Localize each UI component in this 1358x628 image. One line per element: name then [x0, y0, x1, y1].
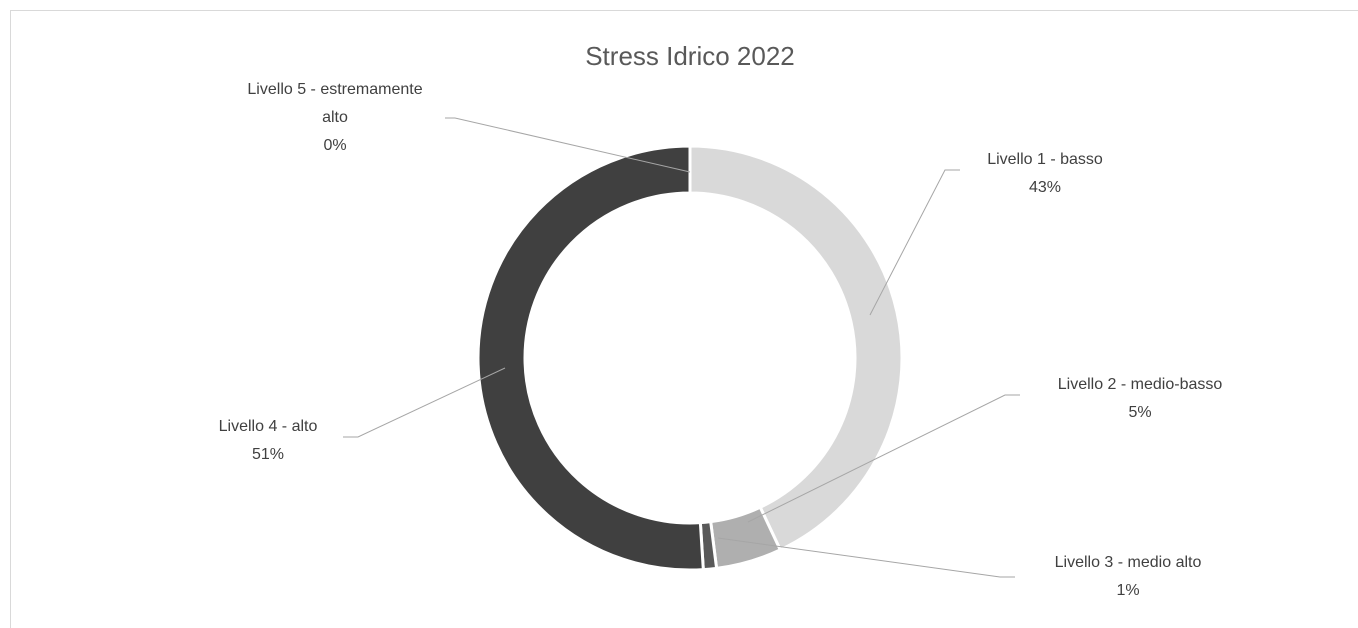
donut-slice [688, 144, 904, 552]
data-label-name: Livello 5 - estremamente alto [247, 81, 422, 126]
data-label-name: Livello 3 - medio alto [1055, 554, 1202, 571]
data-label-name: Livello 1 - basso [987, 151, 1103, 168]
label-line: alto [322, 109, 348, 126]
leader-line [343, 367, 506, 438]
label-line: Livello 5 - estremamente [247, 81, 422, 98]
data-label-value: 51% [252, 446, 284, 463]
data-label-name: Livello 4 - alto [219, 418, 318, 435]
leader-line [869, 169, 960, 316]
data-label-value: 1% [1116, 582, 1139, 599]
chart-title: Stress Idrico 2022 [585, 41, 795, 71]
data-label-value: 5% [1128, 404, 1151, 421]
leader-line [445, 117, 691, 173]
leader-line [747, 394, 1020, 523]
data-label-value: 0% [323, 137, 346, 154]
chart-frame [10, 10, 1358, 628]
leader-line [717, 537, 1015, 578]
data-label-value: 43% [1029, 179, 1061, 196]
donut-slice [476, 144, 705, 572]
data-label-name: Livello 2 - medio-basso [1058, 376, 1223, 393]
